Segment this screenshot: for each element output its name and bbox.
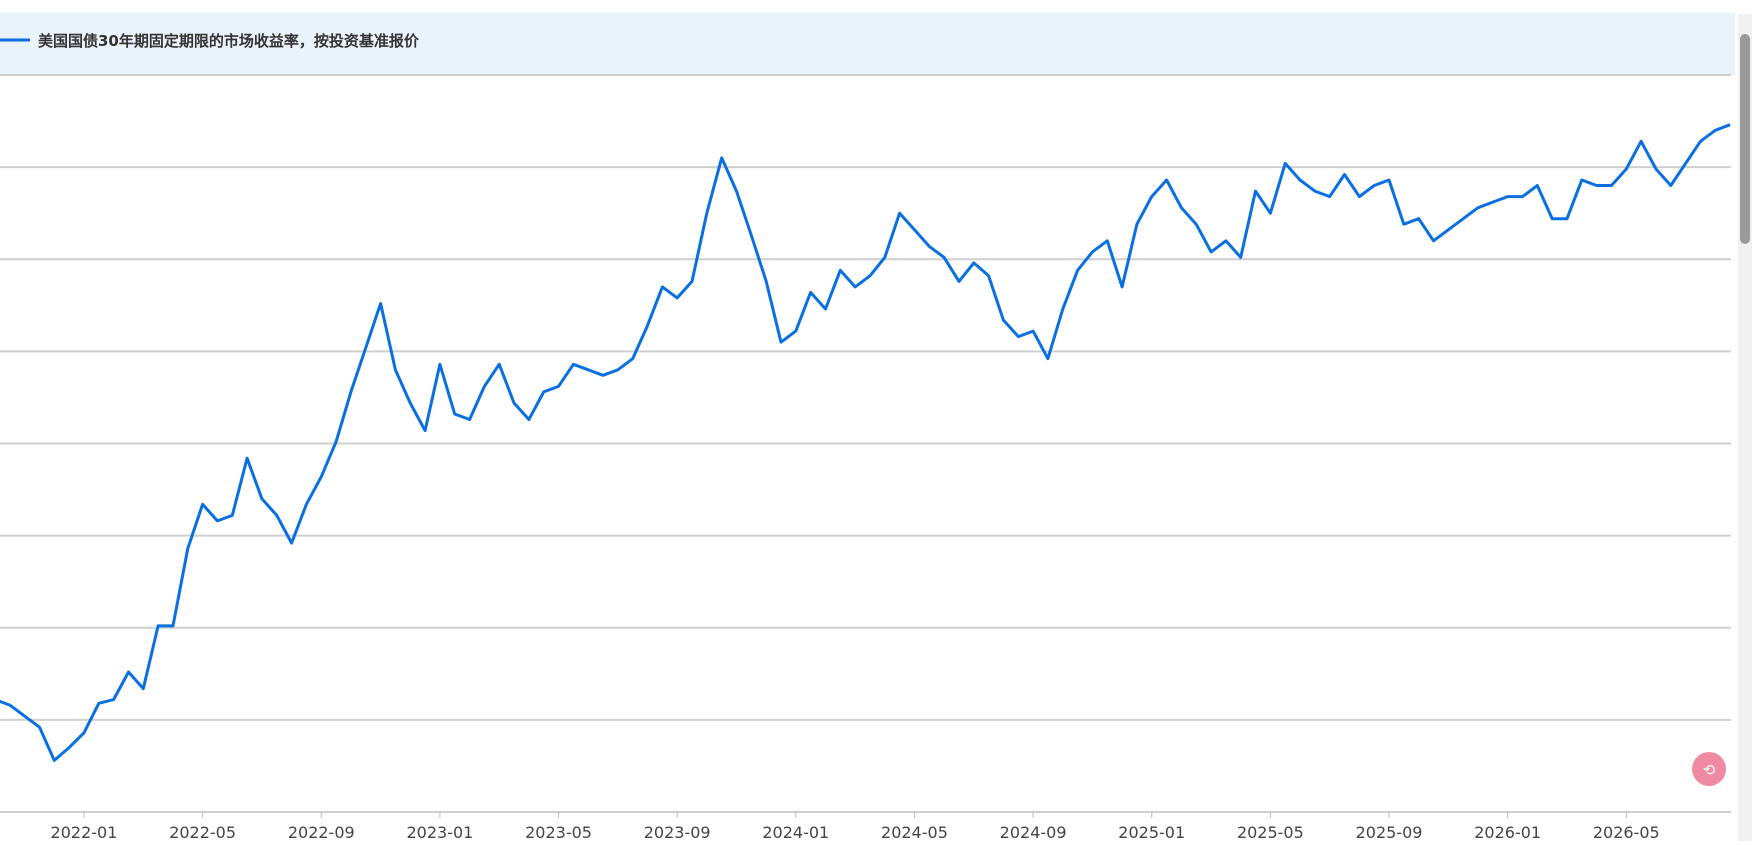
x-tick-label: 2023-01 — [406, 823, 473, 841]
x-tick-label: 2022-01 — [51, 823, 118, 841]
legend-label: 美国国债30年期固定期限的市场收益率，按投资基准报价 — [38, 32, 420, 50]
x-tick-label: 2022-05 — [169, 823, 236, 841]
legend-band — [0, 13, 1735, 75]
series-line — [0, 123, 1731, 762]
x-tick-label: 2026-01 — [1474, 823, 1541, 841]
x-tick-label: 2024-09 — [1000, 823, 1067, 841]
translate-button[interactable] — [1692, 752, 1726, 786]
translate-icon[interactable]: ⟲ — [1703, 761, 1716, 779]
x-tick-label: 2024-05 — [881, 823, 948, 841]
x-tick-label: 2025-01 — [1118, 823, 1185, 841]
x-tick-label: 2025-09 — [1356, 823, 1423, 841]
x-tick-label: 2022-09 — [288, 823, 355, 841]
x-tick-label: 2026-05 — [1593, 823, 1660, 841]
x-tick-label: 2024-01 — [762, 823, 829, 841]
x-tick-label: 2023-09 — [644, 823, 711, 841]
scrollbar-thumb[interactable] — [1740, 34, 1750, 244]
x-tick-label: 2023-05 — [525, 823, 592, 841]
x-tick-label: 2025-05 — [1237, 823, 1304, 841]
